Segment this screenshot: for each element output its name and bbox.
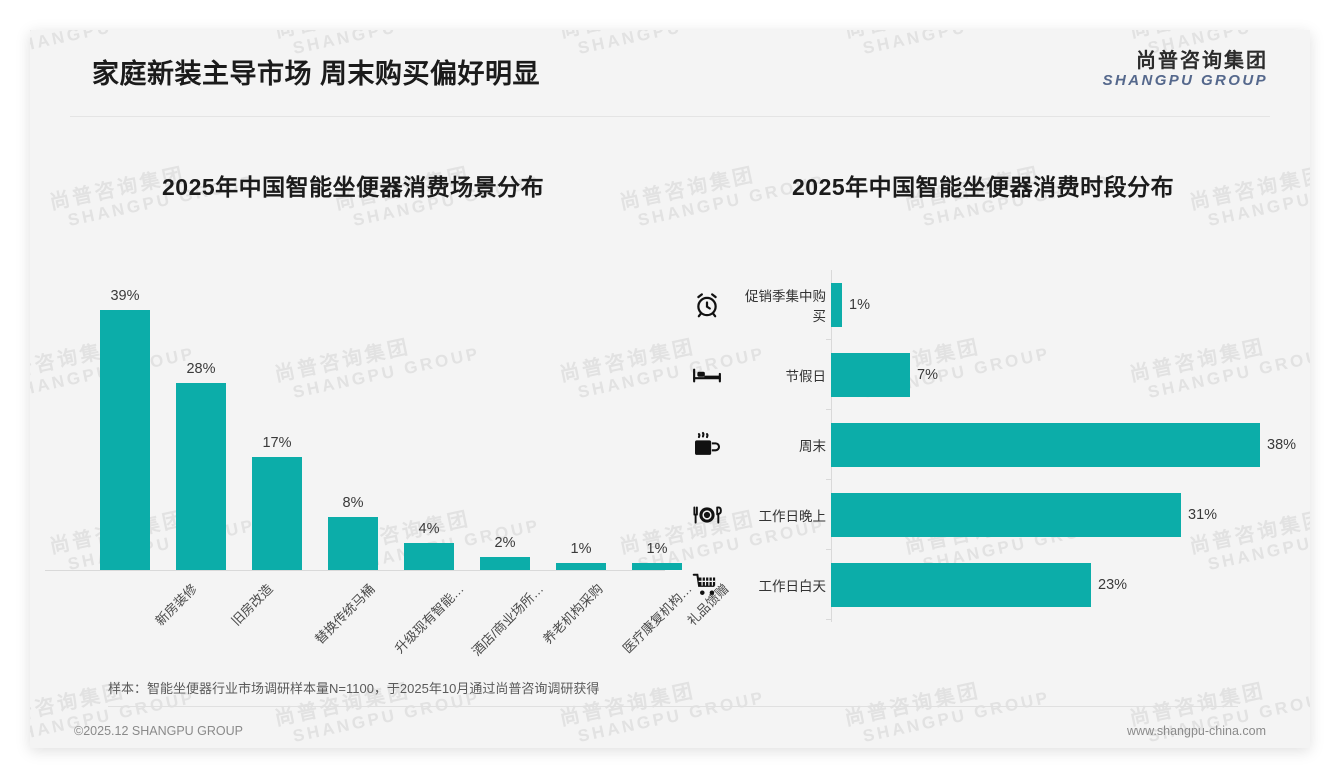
time-slot-label: 工作日晚上 <box>758 509 827 524</box>
logo-english-text: SHANGPU GROUP <box>1102 72 1268 90</box>
axis-tick <box>826 549 832 550</box>
dinner-plate-icon <box>680 502 734 528</box>
axis-tick <box>826 479 832 480</box>
header-divider <box>70 116 1270 117</box>
bar-column: 4% <box>391 521 467 570</box>
slide-footer: ©2025.12 SHANGPU GROUP www.shangpu-china… <box>30 720 1310 748</box>
bar-value-label: 38% <box>1267 437 1297 453</box>
axis-tick <box>826 339 832 340</box>
category-label: 新房装修 <box>152 581 200 629</box>
bar-value-label: 4% <box>418 521 440 537</box>
bar-track: 1% <box>831 283 1294 327</box>
brand-logo: 尚普咨询集团 SHANGPU GROUP <box>1103 50 1268 90</box>
bar-track: 38% <box>831 423 1296 467</box>
consumption-time-bar-chart: 促销季集中购买 1% 节假日 7% 周末 38% 工作日晚上 31% 工作日白天 23% <box>666 270 1296 640</box>
bar-value-label: 28% <box>186 361 216 377</box>
bar-column: 1% <box>543 541 619 570</box>
bar-value-label: 2% <box>494 535 516 551</box>
bar-value-label: 8% <box>342 495 364 511</box>
time-slot-row: 工作日白天 23% <box>666 550 1294 620</box>
bar-value-label: 23% <box>1098 577 1128 593</box>
time-slot-row: 工作日晚上 31% <box>666 480 1294 550</box>
page-title: 家庭新装主导市场 周末购买偏好明显 <box>92 59 541 89</box>
bar-track: 7% <box>831 353 1294 397</box>
bar-value-label: 39% <box>110 288 140 304</box>
bar-value-label: 31% <box>1188 507 1218 523</box>
time-slot-label: 节假日 <box>785 369 827 384</box>
bar <box>328 517 378 570</box>
bed-icon <box>680 362 734 388</box>
bar-column: 39% <box>87 288 163 570</box>
slide-header: 家庭新装主导市场 周末购买偏好明显 尚普咨询集团 SHANGPU GROUP <box>30 30 1310 116</box>
copyright-text: ©2025.12 SHANGPU GROUP <box>74 724 243 738</box>
source-note: 样本：智能坐便器行业市场调研样本量N=1100，于2025年10月通过尚普咨询调… <box>108 678 1238 707</box>
time-slot-label: 周末 <box>799 439 826 454</box>
alarm-clock-icon <box>680 291 734 319</box>
time-slot-label: 促销季集中购买 <box>745 289 826 324</box>
bar <box>632 563 682 570</box>
bar-track: 31% <box>831 493 1294 537</box>
bar-value-label: 1% <box>849 297 870 313</box>
time-slot-row: 促销季集中购买 1% <box>666 270 1294 340</box>
source-divider <box>108 706 1238 707</box>
bar-column: 28% <box>163 361 239 570</box>
left-chart-title: 2025年中国智能坐便器消费场景分布 <box>162 174 545 200</box>
bar-value-label: 1% <box>646 541 668 557</box>
category-label: 养老机构采购 <box>539 581 606 647</box>
category-label: 升级现有智能… <box>391 581 467 657</box>
category-label: 旧房改造 <box>228 581 276 629</box>
website-link[interactable]: www.shangpu-china.com <box>1127 724 1266 738</box>
bar-column: 2% <box>467 535 543 570</box>
slide-card: 尚普咨询集团 SHANGPU GROUP 尚普咨询集团 SHANGPU GROUP 尚普… <box>30 30 1310 748</box>
bar-column: 1% <box>619 541 695 570</box>
bar-column: 8% <box>315 495 391 570</box>
bar <box>831 563 1091 607</box>
logo-chinese-text: 尚普咨询集团 <box>1136 50 1268 72</box>
time-slot-row: 周末 38% <box>666 410 1296 480</box>
bar-value-label: 7% <box>917 367 938 383</box>
consumption-scenario-bar-chart: 39% 28% 17% 8% 4% 2% 1% 1% 新房装修 旧房改造 替换传统马桶 升级现有智能… <box>45 245 732 675</box>
vertical-plot-area: 39% 28% 17% 8% 4% 2% 1% 1% <box>45 245 682 571</box>
shopping-cart-icon <box>680 571 734 599</box>
vertical-axis-baseline <box>45 570 665 571</box>
vertical-category-labels: 新房装修 旧房改造 替换传统马桶 升级现有智能… 酒店/商业场所… 养老机构采购 医疗康复机… <box>45 579 731 675</box>
right-chart-title: 2025年中国智能坐便器消费时段分布 <box>792 174 1175 200</box>
bar <box>556 563 606 570</box>
bar-value-label: 1% <box>570 541 592 557</box>
bar <box>404 543 454 570</box>
axis-tick <box>826 619 832 620</box>
axis-tick <box>826 409 832 410</box>
bar <box>831 283 842 327</box>
bar <box>831 493 1181 537</box>
source-note-text: 样本：智能坐便器行业市场调研样本量N=1100，于2025年10月通过尚普咨询调… <box>108 681 600 696</box>
time-slot-row: 节假日 7% <box>666 340 1294 410</box>
time-slot-label: 工作日白天 <box>758 579 827 594</box>
bar <box>831 423 1260 467</box>
bar-track: 23% <box>831 563 1294 607</box>
bar <box>480 557 530 570</box>
bar <box>252 457 302 570</box>
bar <box>831 353 910 397</box>
bar <box>176 383 226 570</box>
bar <box>100 310 150 570</box>
bar-column: 17% <box>239 435 315 570</box>
category-label: 酒店/商业场所… <box>468 581 547 659</box>
category-label: 替换传统马桶 <box>311 581 378 647</box>
coffee-cup-icon <box>680 430 734 460</box>
bar-value-label: 17% <box>262 435 292 451</box>
